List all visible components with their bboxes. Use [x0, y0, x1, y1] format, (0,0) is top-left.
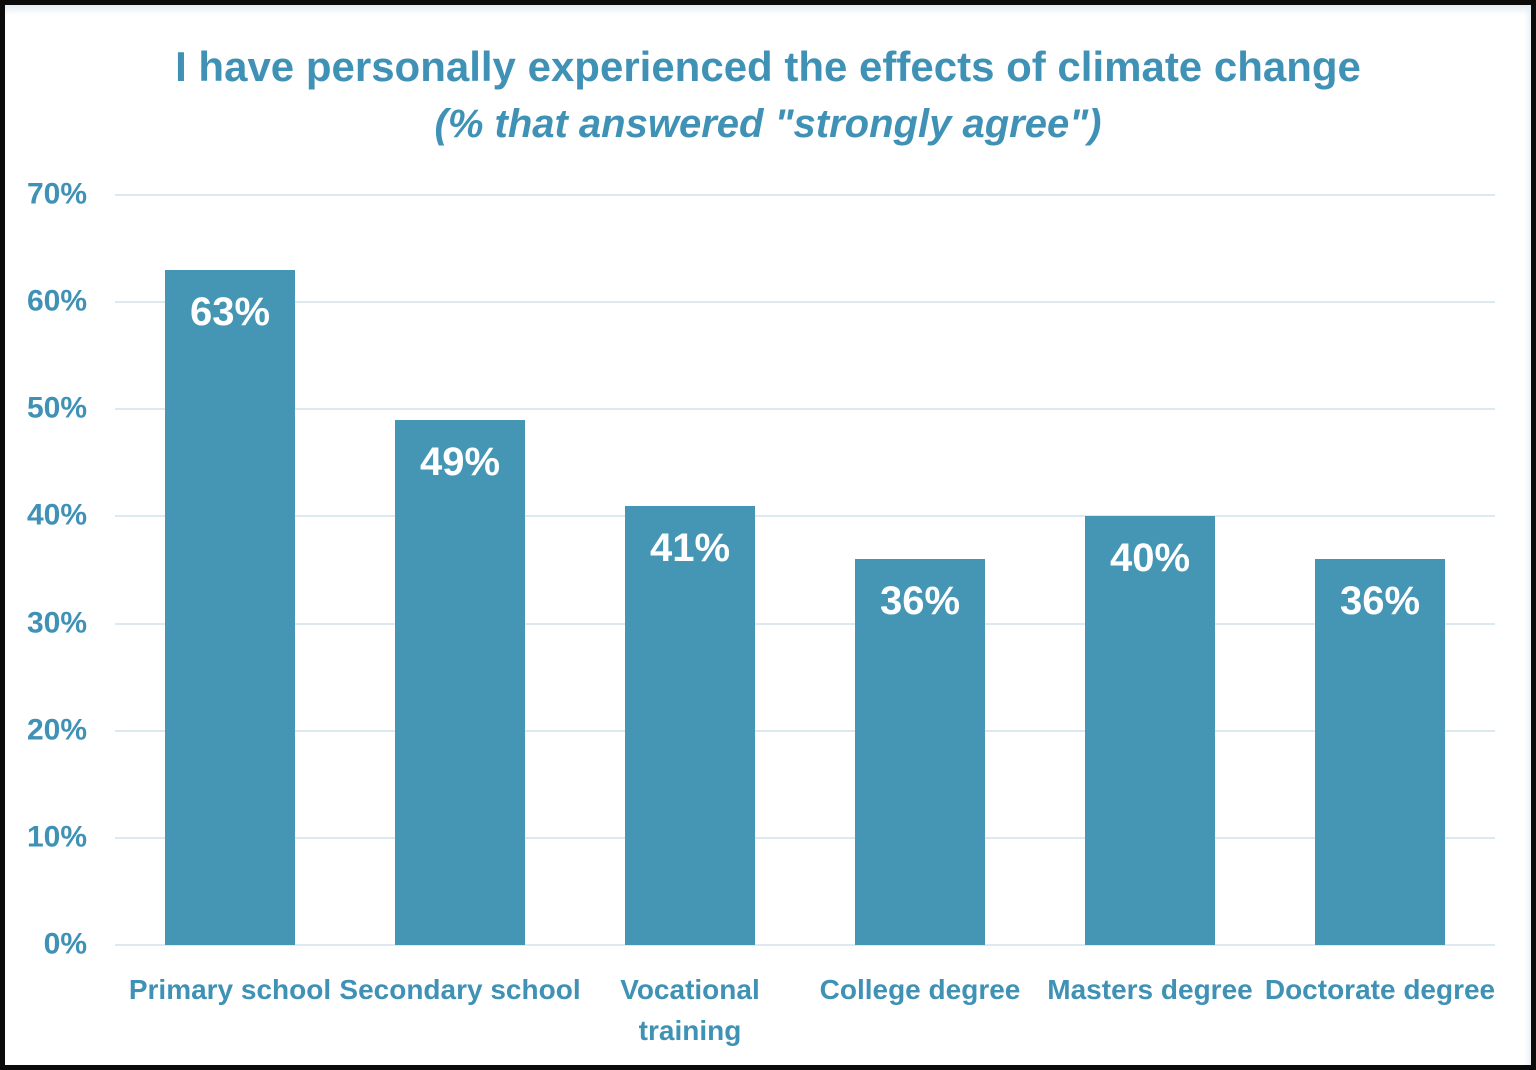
y-axis-tick-label: 70%	[26, 177, 87, 211]
bar-college-degree: 36%	[855, 559, 985, 945]
bar-value-label: 63%	[189, 290, 271, 334]
gridline-20%	[115, 730, 1495, 732]
gridline-10%	[115, 837, 1495, 839]
gridline-40%	[115, 515, 1495, 517]
bar-secondary-school: 49%	[395, 420, 525, 945]
y-axis-tick-label: 50%	[26, 391, 87, 425]
chart-header: I have personally experienced the effect…	[5, 41, 1531, 150]
gridline-0%	[115, 944, 1495, 946]
y-axis-tick-label: 0%	[43, 927, 87, 961]
x-axis-category-label-primary-school: Primary school	[128, 974, 332, 1005]
y-axis-tick-label: 20%	[26, 713, 87, 747]
y-axis-tick-label: 60%	[26, 284, 87, 318]
y-axis-tick-label: 10%	[26, 820, 87, 854]
bar-primary-school: 63%	[165, 270, 295, 945]
bar-value-label: 49%	[419, 440, 501, 484]
y-axis-tick-label: 40%	[26, 498, 87, 532]
bar-value-label: 36%	[879, 579, 961, 623]
plot-area: 70% 60% 50% 40% 30% 20% 10% 0% 63% Primary school…	[27, 177, 1495, 1046]
x-axis-category-label-vocational-training: Vocational training	[620, 974, 760, 1047]
x-axis-category-label-masters-degree: Masters degree	[1047, 974, 1253, 1005]
gridline-50%	[115, 408, 1495, 410]
gridline-60%	[115, 301, 1495, 303]
x-axis-category-label-doctorate-degree: Doctorate degree	[1264, 974, 1496, 1005]
bar-value-label: 40%	[1109, 536, 1191, 580]
bar-value-label: 41%	[649, 526, 731, 570]
chart-title: I have personally experienced the effect…	[175, 43, 1361, 90]
x-axis-category-label-secondary-school: Secondary school	[339, 974, 581, 1005]
chart-subtitle: (% that answered "strongly agree")	[434, 101, 1102, 146]
y-axis-tick-label: 30%	[26, 606, 87, 640]
gridline-70%	[115, 194, 1495, 196]
bar-vocational-training: 41%	[625, 506, 755, 945]
bar-masters-degree: 40%	[1085, 516, 1215, 945]
gridline-30%	[115, 623, 1495, 625]
x-axis-category-label-college-degree: College degree	[819, 974, 1021, 1005]
bar-value-label: 36%	[1339, 579, 1421, 623]
bar-doctorate-degree: 36%	[1315, 559, 1445, 945]
